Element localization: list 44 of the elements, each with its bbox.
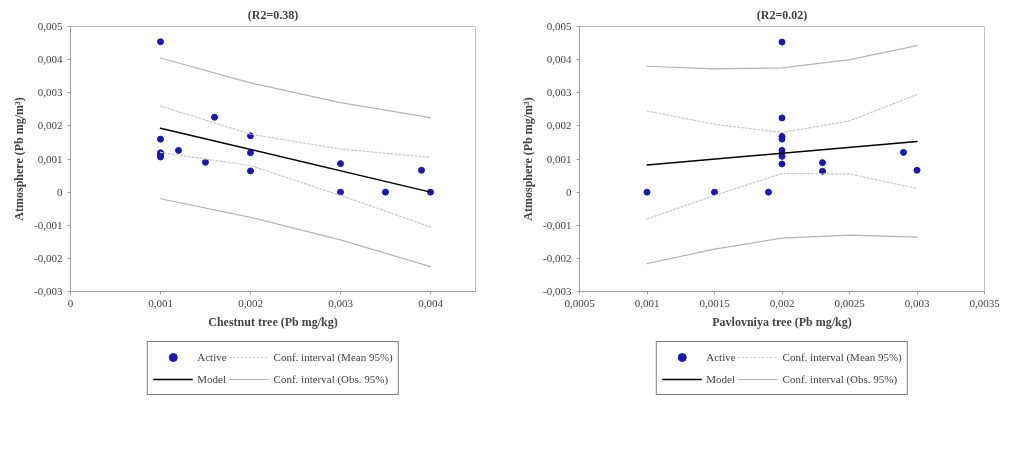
- legend-label: Conf. interval (Mean 95%): [782, 351, 902, 363]
- x-tick-label: 0,0015: [699, 296, 731, 309]
- y-tick-label: 0,003: [546, 86, 572, 99]
- x-tick-label: 0,0005: [564, 296, 596, 309]
- y-tick-label: -0,001: [543, 218, 572, 231]
- x-tick-label: 0,001: [148, 296, 173, 309]
- y-tick-label: -0,002: [543, 251, 572, 264]
- legend-label: Model: [706, 373, 735, 385]
- y-tick-label: 0,005: [546, 20, 572, 32]
- y-axis-title: Atmosphere (Pb mg/m³): [12, 97, 27, 221]
- legend-label: Model: [197, 373, 226, 385]
- legend-label: Active: [197, 351, 227, 363]
- y-tick-label: 0: [566, 185, 572, 198]
- x-tick-label: 0: [67, 296, 74, 309]
- legend-label: Conf. interval (Mean 95%): [273, 351, 393, 363]
- x-tick-label: 0,0035: [969, 296, 1001, 309]
- y-tick-label: 0,004: [546, 53, 572, 66]
- y-tick-label: 0,001: [546, 152, 572, 165]
- x-tick-label: 0,002: [769, 296, 795, 309]
- x-tick-label: 0,004: [418, 296, 444, 309]
- x-tick-label: 0,003: [328, 296, 354, 309]
- y-tick-label: -0,001: [34, 218, 63, 231]
- x-axis-title: Pavlovniya tree (Pb mg/kg): [712, 314, 852, 329]
- y-tick-label: 0,005: [37, 20, 63, 32]
- x-tick-label: 0,0025: [834, 296, 866, 309]
- chart-title: (R2=0.02): [756, 7, 808, 22]
- legend-label: Conf. interval (Obs. 95%): [273, 373, 389, 385]
- legend-label: Conf. interval (Obs. 95%): [782, 373, 898, 385]
- y-tick-label: 0,002: [546, 119, 572, 132]
- y-tick-label: 0,001: [37, 152, 63, 165]
- y-tick-label: -0,003: [543, 285, 572, 297]
- y-tick-label: 0: [57, 185, 63, 198]
- x-tick-label: 0,001: [634, 296, 660, 309]
- x-axis-title: Chestnut tree (Pb mg/kg): [208, 314, 338, 329]
- y-tick-label: -0,002: [34, 251, 63, 264]
- y-tick-label: 0,003: [37, 86, 63, 99]
- y-tick-label: 0,004: [37, 53, 63, 66]
- y-tick-label: 0,002: [37, 119, 63, 132]
- x-tick-label: 0,003: [904, 296, 930, 309]
- chart-title: (R2=0.38): [247, 7, 299, 22]
- y-tick-label: -0,003: [34, 285, 63, 297]
- legend-label: Active: [706, 351, 736, 363]
- y-axis-title: Atmosphere (Pb mg/m³): [521, 97, 536, 221]
- x-tick-label: 0,002: [238, 296, 263, 309]
